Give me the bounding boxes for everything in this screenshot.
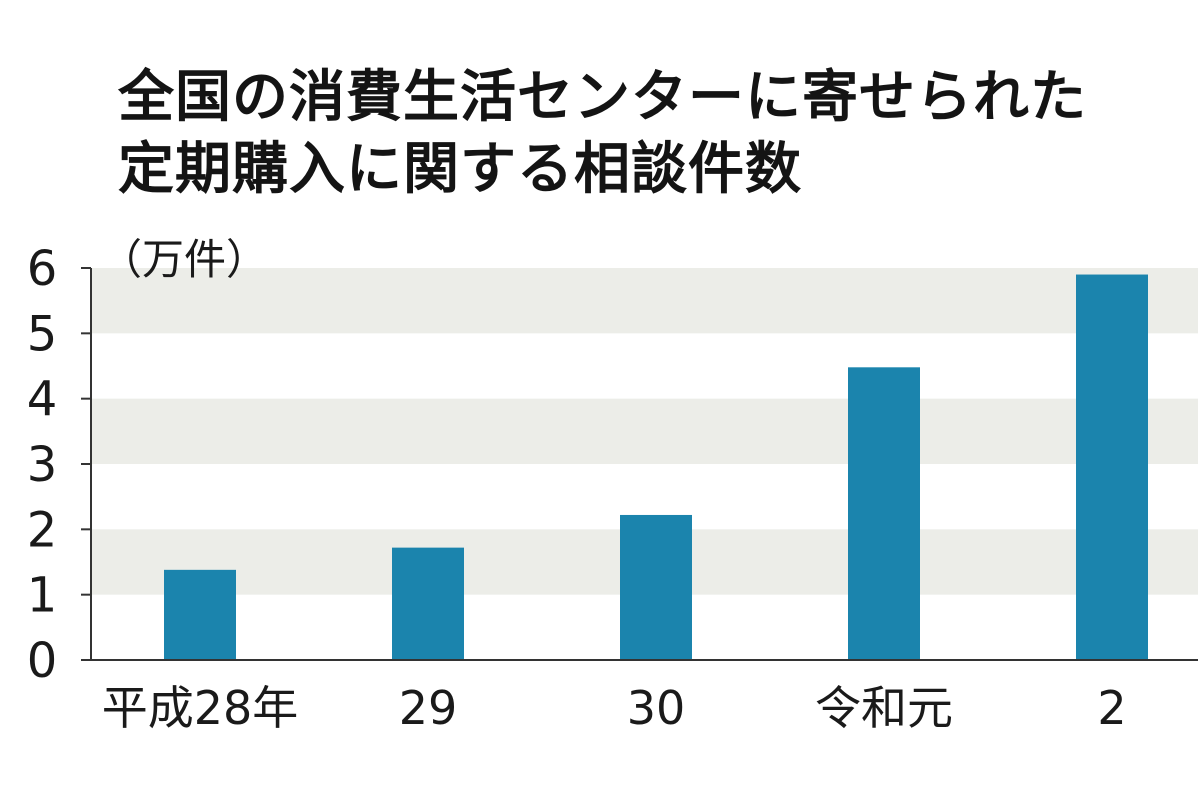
chart-title-line-1: 全国の消費生活センターに寄せられた — [118, 65, 1087, 130]
x-tick-label: 令和元 — [815, 681, 953, 735]
x-axis-labels: 平成28年 29 30 令和元 2 — [102, 681, 1127, 735]
y-tick-label: 1 — [27, 568, 58, 624]
y-tick-label: 5 — [27, 306, 58, 362]
y-tick-label: 4 — [27, 372, 58, 428]
chart-title-line-2: 定期購入に関する相談件数 — [118, 137, 802, 202]
x-tick-label: 30 — [627, 681, 686, 735]
chart-title: 全国の消費生活センターに寄せられた 定期購入に関する相談件数 — [118, 62, 1178, 206]
y-axis-ticks: 0 1 2 3 4 5 6 — [27, 241, 91, 689]
y-axis-unit-label: （万件） — [100, 235, 268, 284]
bars — [164, 274, 1148, 660]
grid-band — [91, 398, 1198, 464]
y-tick-label: 0 — [27, 633, 58, 689]
y-tick-label: 3 — [27, 437, 58, 493]
grid-band — [91, 268, 1198, 334]
bar — [1076, 274, 1148, 660]
bar — [392, 547, 464, 660]
y-tick-label: 6 — [27, 241, 58, 297]
background-bands — [91, 268, 1198, 595]
bar — [848, 367, 920, 660]
x-tick-label: 平成28年 — [102, 681, 299, 735]
x-tick-label: 2 — [1097, 681, 1126, 735]
bar — [164, 569, 236, 660]
y-tick-label: 2 — [27, 502, 58, 558]
bar — [620, 514, 692, 660]
x-tick-label: 29 — [399, 681, 458, 735]
